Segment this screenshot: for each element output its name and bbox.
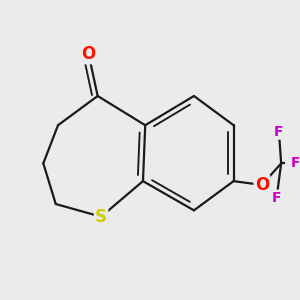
- Text: F: F: [272, 191, 281, 205]
- Text: O: O: [82, 45, 96, 63]
- Text: F: F: [291, 156, 300, 170]
- Text: S: S: [95, 208, 107, 226]
- Text: O: O: [255, 176, 269, 194]
- Text: F: F: [274, 124, 283, 139]
